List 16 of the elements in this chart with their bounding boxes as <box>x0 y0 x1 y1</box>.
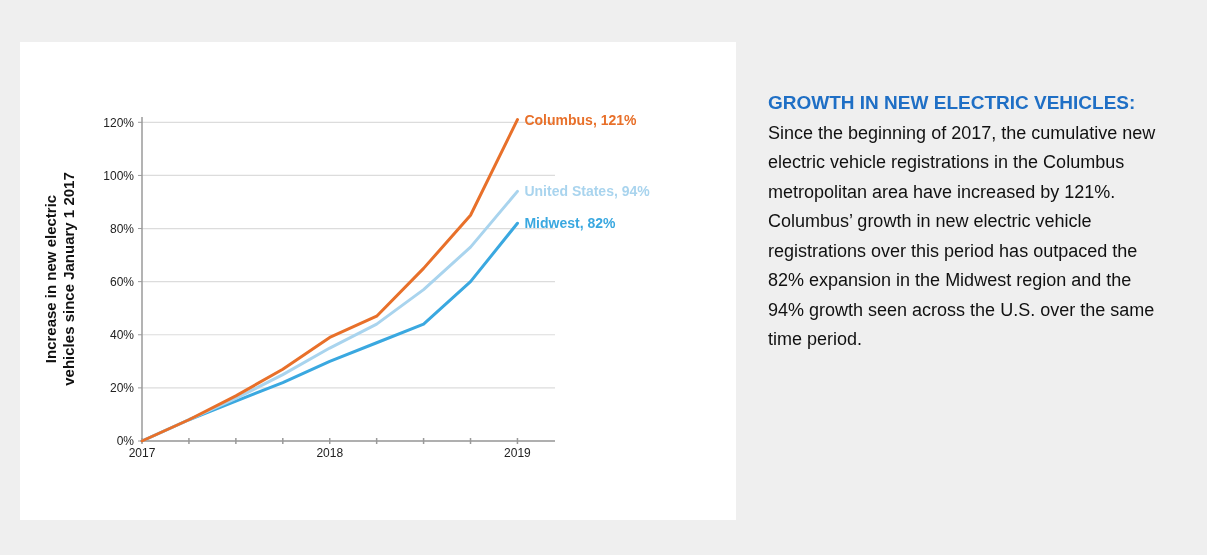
y-tick-label: 20% <box>109 381 135 396</box>
y-tick-label: 120% <box>103 115 135 130</box>
y-tick-label: 0% <box>116 434 135 449</box>
y-tick-label: 40% <box>109 327 135 342</box>
data-label: Columbus, 121% <box>524 111 638 128</box>
text: Since the beginning of 2017, the cumulative new electric vehicle registrations in the Columbus metropolitan area have increased by 121%. Columbus’ growth in new electric vehicle registrations over this period has outpaced the 82% expansion in the Midwest region and the 94% growth seen across the U.S. over the same time period. <box>768 122 1156 349</box>
data-label: United States, 94% <box>524 183 651 200</box>
y-tick-label: 100% <box>103 168 135 183</box>
x-tick-label: 2019 <box>504 446 532 460</box>
y-tick-label: 60% <box>109 274 135 289</box>
y-tick-label: 80% <box>109 221 135 236</box>
text: GROWTH IN NEW ELECTRIC VEHICLES: <box>768 92 1136 113</box>
data-label: Midwest, 82% <box>524 215 617 232</box>
x-tick-label: 2018 <box>316 446 344 460</box>
x-tick-label: 2017 <box>128 446 156 460</box>
y-axis-title: Increase in new electric vehicles since January 1 2017 <box>42 172 77 386</box>
